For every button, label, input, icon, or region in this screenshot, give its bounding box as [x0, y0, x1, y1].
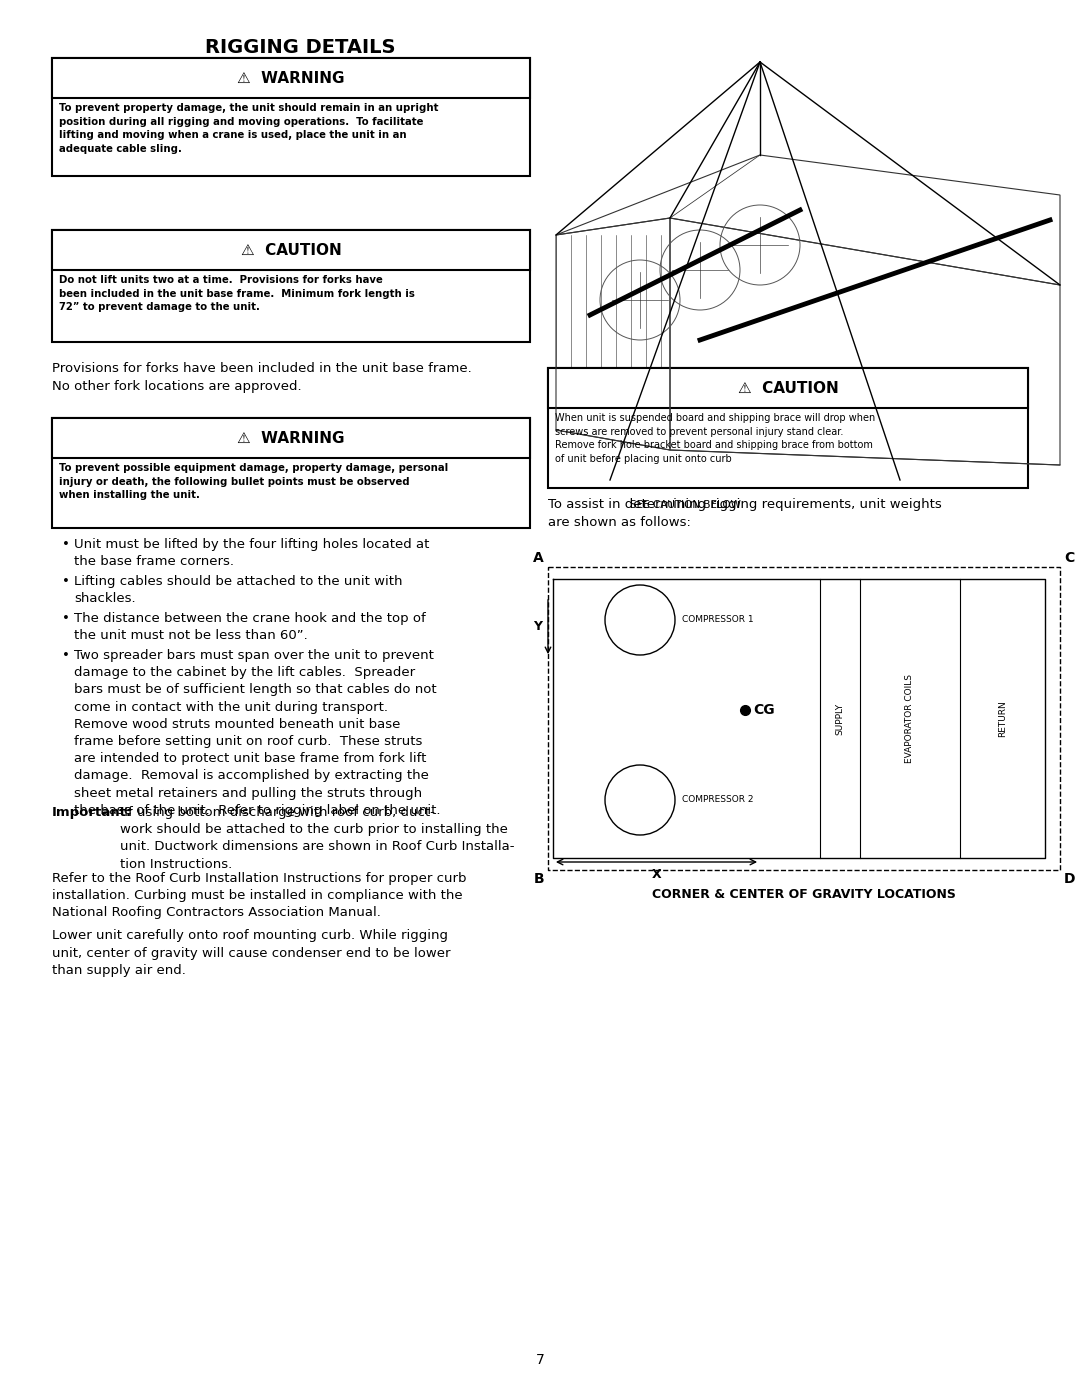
Bar	[52, 418, 530, 458]
Bar	[548, 367, 1028, 488]
Text: B: B	[534, 872, 544, 886]
Bar	[52, 59, 530, 98]
Text: C: C	[1064, 550, 1075, 564]
Text: COMPRESSOR 2: COMPRESSOR 2	[681, 795, 754, 805]
Text: ⚠  CAUTION: ⚠ CAUTION	[738, 380, 838, 395]
Text: RETURN: RETURN	[998, 700, 1007, 736]
Text: Lifting cables should be attached to the unit with
shackles.: Lifting cables should be attached to the…	[75, 576, 403, 605]
Text: Do not lift units two at a time.  Provisions for forks have
been included in the: Do not lift units two at a time. Provisi…	[59, 275, 415, 312]
Text: X: X	[651, 868, 661, 882]
Text: ⚠  WARNING: ⚠ WARNING	[238, 430, 345, 446]
Bar	[52, 59, 530, 176]
Bar	[548, 367, 1028, 408]
Bar	[52, 231, 530, 270]
Text: Y: Y	[534, 620, 542, 633]
Text: ⚠  WARNING: ⚠ WARNING	[238, 70, 345, 85]
Text: •: •	[62, 538, 70, 550]
Text: To assist in determining rigging requirements, unit weights
are shown as follows: To assist in determining rigging require…	[548, 497, 942, 528]
Text: SEE CAUTION BELOW: SEE CAUTION BELOW	[630, 500, 741, 510]
Bar	[52, 231, 530, 342]
Text: Refer to the Roof Curb Installation Instructions for proper curb
installation. C: Refer to the Roof Curb Installation Inst…	[52, 872, 467, 919]
Text: D: D	[1064, 872, 1076, 886]
Text: ⚠  CAUTION: ⚠ CAUTION	[241, 243, 341, 257]
Text: RIGGING DETAILS: RIGGING DETAILS	[205, 38, 395, 57]
Text: Provisions for forks have been included in the unit base frame.
No other fork lo: Provisions for forks have been included …	[52, 362, 472, 393]
Bar	[52, 418, 530, 528]
Text: Two spreader bars must span over the unit to prevent
damage to the cabinet by th: Two spreader bars must span over the uni…	[75, 650, 441, 817]
Text: If using bottom discharge with roof curb, duct-
work should be attached to the c: If using bottom discharge with roof curb…	[120, 806, 514, 870]
Text: The distance between the crane hook and the top of
the unit must not be less tha: The distance between the crane hook and …	[75, 612, 426, 643]
Text: •: •	[62, 612, 70, 624]
Text: EVAPORATOR COILS: EVAPORATOR COILS	[905, 673, 915, 763]
Text: Unit must be lifted by the four lifting holes located at
the base frame corners.: Unit must be lifted by the four lifting …	[75, 538, 430, 569]
Text: A: A	[534, 550, 544, 564]
Text: Lower unit carefully onto roof mounting curb. While rigging
unit, center of grav: Lower unit carefully onto roof mounting …	[52, 929, 450, 977]
Text: •: •	[62, 650, 70, 662]
Text: To prevent possible equipment damage, property damage, personal
injury or death,: To prevent possible equipment damage, pr…	[59, 462, 448, 500]
Text: •: •	[62, 576, 70, 588]
Text: CG: CG	[753, 703, 774, 717]
Text: When unit is suspended board and shipping brace will drop when
screws are remove: When unit is suspended board and shippin…	[555, 414, 875, 464]
Text: COMPRESSOR 1: COMPRESSOR 1	[681, 616, 754, 624]
Text: 7: 7	[536, 1354, 544, 1368]
Text: SUPPLY: SUPPLY	[836, 703, 845, 735]
Text: To prevent property damage, the unit should remain in an upright
position during: To prevent property damage, the unit sho…	[59, 103, 438, 154]
Text: Important:: Important:	[52, 806, 132, 819]
Text: CORNER & CENTER OF GRAVITY LOCATIONS: CORNER & CENTER OF GRAVITY LOCATIONS	[652, 888, 956, 901]
